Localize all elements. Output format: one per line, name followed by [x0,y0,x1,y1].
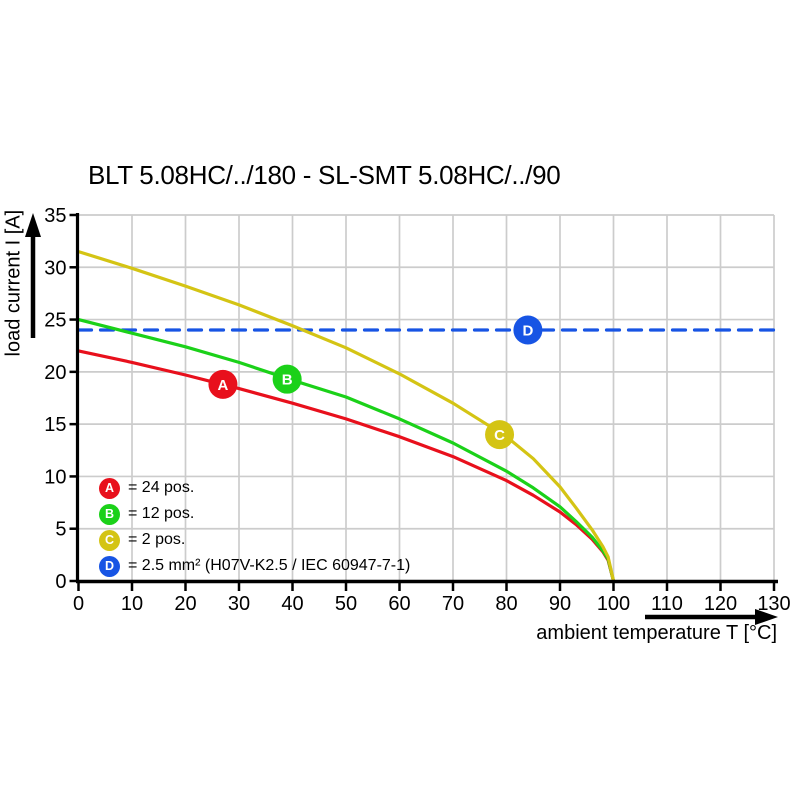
legend-row-b: B = 12 pos. [99,501,410,527]
chart-title: BLT 5.08HC/../180 - SL-SMT 5.08HC/../90 [88,160,561,190]
legend-label-a: = 24 pos. [128,479,195,496]
x-tick-label: 40 [281,593,303,615]
legend-label-c: = 2 pos. [128,531,186,548]
x-tick-label: 130 [757,593,790,615]
marker-D [513,315,543,345]
x-tick-label: 0 [73,593,84,615]
legend-row-a: A = 24 pos. [99,475,410,501]
marker-A [208,369,238,399]
marker-letter-D: D [522,323,533,340]
marker-letter-A: A [218,377,229,394]
x-tick-label: 70 [442,593,464,615]
y-tick-label: 15 [44,414,66,436]
legend-badge-b: B [99,503,120,525]
curve-C [76,250,616,583]
x-tick-label: 50 [335,593,357,615]
x-tick-label: 10 [121,593,143,615]
marker-B [272,364,302,394]
y-axis-arrowhead-icon [25,213,41,237]
y-tick-label: 20 [44,362,66,384]
legend-label-d: = 2.5 mm² (H07V-K2.5 / IEC 60947-7-1) [128,557,411,574]
x-tick-label: 100 [597,593,630,615]
legend-label-b: = 12 pos. [128,505,195,522]
legend-badge-a: A [99,477,120,499]
marker-C [485,420,515,450]
x-tick-label: 80 [495,593,517,615]
y-tick-label: 5 [55,519,66,541]
marker-letter-C: C [494,427,505,444]
x-tick-label: 60 [388,593,410,615]
legend-row-c: C = 2 pos. [99,527,410,553]
legend: A = 24 pos. B = 12 pos. C = 2 pos. D = 2… [99,475,410,579]
x-tick-label: 30 [228,593,250,615]
legend-row-d: D = 2.5 mm² (H07V-K2.5 / IEC 60947-7-1) [99,553,410,579]
y-tick-label: 35 [44,205,66,227]
x-tick-label: 90 [549,593,571,615]
y-tick-label: 10 [44,466,66,488]
curve-B [76,318,616,583]
x-tick-label: 20 [174,593,196,615]
legend-badge-d: D [99,555,120,577]
x-axis-arrowhead-icon [755,609,778,625]
x-tick-label: 110 [651,593,683,615]
y-tick-label: 0 [55,571,66,593]
y-tick-label: 25 [44,310,66,332]
x-tick-label: 120 [704,593,737,615]
x-axis-label: ambient temperature T [°C] [536,622,777,644]
legend-badge-c: C [99,529,120,551]
marker-letter-B: B [282,372,293,389]
y-tick-label: 30 [44,257,66,279]
